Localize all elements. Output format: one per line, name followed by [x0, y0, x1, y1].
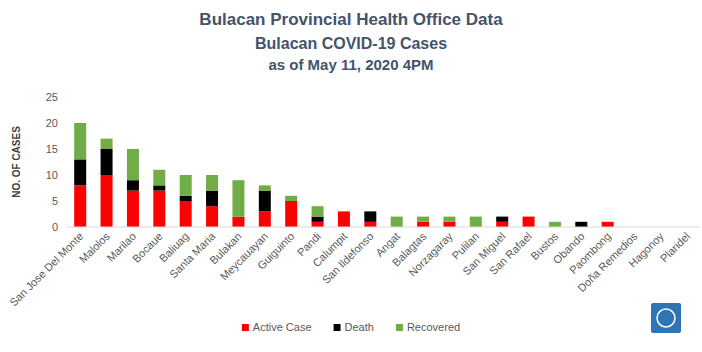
bar-segment — [523, 216, 535, 217]
bar-segment — [312, 222, 324, 227]
bar-segment — [364, 211, 376, 221]
logo — [651, 303, 681, 333]
y-tick-label: 0 — [52, 221, 58, 233]
legend-swatch — [396, 324, 403, 331]
bar-segment — [523, 216, 535, 217]
bar-segment — [443, 222, 455, 227]
x-tick-label: Norzagaray — [406, 230, 455, 279]
chart: Bulacan Provincial Health Office Data Bul… — [0, 0, 702, 352]
bar-segment — [259, 211, 271, 227]
bar-segment — [232, 217, 244, 227]
x-axis-line — [67, 227, 700, 228]
x-tick-label: Malolos — [77, 230, 113, 266]
bar-segment — [338, 211, 350, 227]
bar-segment — [153, 185, 165, 190]
x-tick-label: Hagonoy — [626, 230, 666, 270]
bar-segment — [364, 211, 376, 212]
legend-label: Active Case — [253, 321, 312, 333]
bar-segment — [312, 217, 324, 222]
bar-segment — [74, 185, 86, 227]
bar-segment — [101, 175, 113, 227]
y-tick-label: 5 — [52, 195, 58, 207]
bar-segment — [523, 217, 535, 227]
bar-segment — [180, 196, 192, 201]
bar-segment — [232, 180, 244, 216]
bar-segment — [206, 206, 218, 227]
bar-segment — [417, 222, 429, 227]
tick-mark — [64, 123, 67, 124]
bar-segment — [285, 196, 297, 201]
bar-segment — [496, 216, 508, 217]
bar-segment — [470, 217, 482, 227]
title: Bulacan Provincial Health Office Data — [199, 10, 503, 29]
x-tick-label: San Ildefonso — [320, 230, 376, 286]
legend-label: Recovered — [407, 321, 460, 333]
bar-segment — [206, 175, 218, 191]
bar-segment — [74, 123, 86, 159]
legend-label: Death — [345, 321, 374, 333]
bar-segment — [101, 149, 113, 175]
bar-segment — [153, 191, 165, 227]
tick-mark — [64, 97, 67, 98]
bar-segment — [496, 222, 508, 227]
legend-swatch — [242, 324, 249, 331]
subtitle: Bulacan COVID-19 Cases — [255, 35, 447, 52]
bar-segment — [602, 222, 614, 227]
bar-segment — [575, 221, 587, 222]
tick-mark — [64, 201, 67, 202]
bar-segment — [180, 175, 192, 196]
tick-mark — [64, 149, 67, 150]
x-tick-label: San Rafael — [487, 230, 534, 277]
legend-swatch — [334, 324, 341, 331]
bar-segment — [496, 217, 508, 222]
bar-segment — [127, 149, 139, 180]
bar-segment — [338, 211, 350, 212]
bar-segment — [101, 139, 113, 149]
bar-segment — [602, 221, 614, 222]
x-tick-label: Guiguinto — [255, 230, 297, 272]
bar-segment — [206, 191, 218, 207]
bar-segment — [127, 180, 139, 190]
bar-segment — [259, 185, 271, 190]
bar-segment — [364, 222, 376, 227]
logo-ring — [657, 309, 675, 327]
bar-segment — [259, 191, 271, 212]
bar-segment — [338, 211, 350, 212]
bar-segment — [127, 191, 139, 227]
x-tick-label: San Jose Del Monte — [7, 230, 86, 309]
bars — [74, 123, 614, 227]
bar-segment — [153, 170, 165, 186]
legend: Active Case Death Recovered — [242, 321, 460, 333]
bar-segment — [391, 217, 403, 227]
bar-segment — [180, 201, 192, 227]
bar-segment — [312, 206, 324, 216]
y-tick-label: 10 — [46, 169, 58, 181]
subtitle: as of May 11, 2020 4PM — [268, 56, 433, 73]
bar-segment — [74, 159, 86, 185]
bar-segment — [549, 222, 561, 227]
y-tick-label: 15 — [46, 143, 58, 155]
bar-segment — [575, 222, 587, 227]
y-axis-label: NO. OF CASES — [11, 126, 22, 198]
tick-mark — [64, 175, 67, 176]
bar-segment — [602, 221, 614, 222]
x-tick-label: Plaridel — [658, 230, 692, 264]
bar-segment — [285, 201, 297, 227]
bar-segment — [443, 217, 455, 222]
y-tick-label: 20 — [46, 117, 58, 129]
y-tick-label: 25 — [46, 91, 58, 103]
bar-segment — [417, 217, 429, 222]
tick-mark — [64, 227, 67, 228]
